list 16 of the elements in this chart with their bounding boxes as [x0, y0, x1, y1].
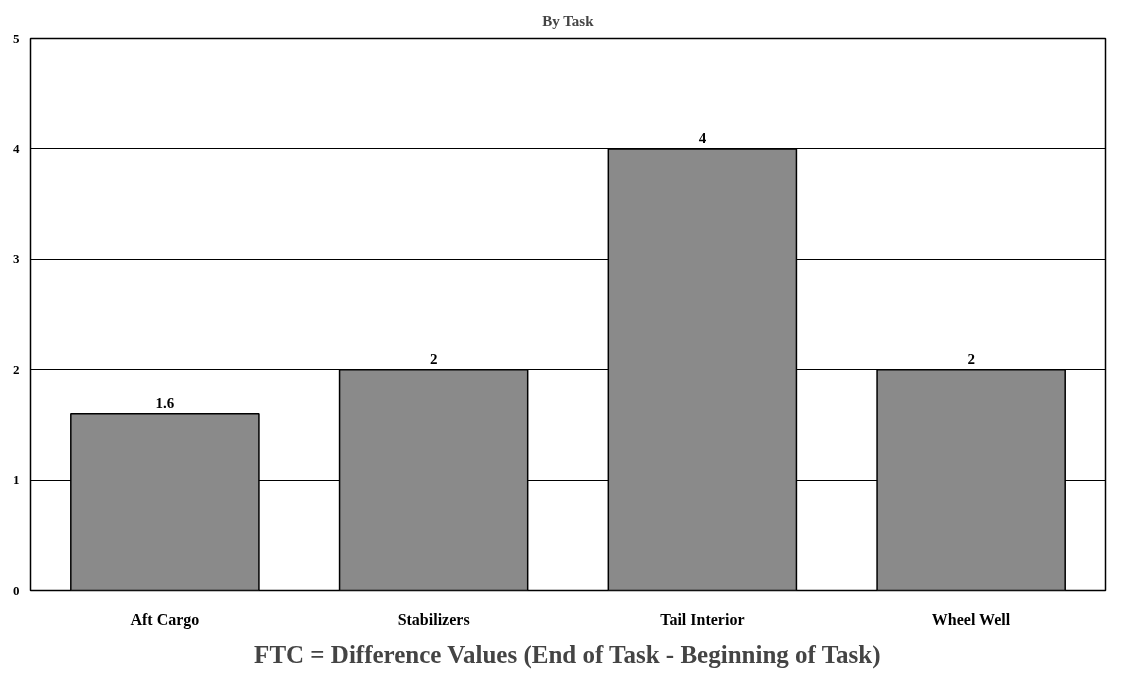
x-tick-label: Stabilizers [397, 610, 470, 628]
x-tick-label: Wheel Well [931, 610, 1011, 628]
x-tick-label: Tail Interior [660, 610, 745, 628]
y-tick-label: 1 [13, 472, 20, 488]
data-label: 2 [967, 350, 975, 367]
y-tick-label: 5 [13, 30, 20, 46]
y-tick-label: 3 [13, 251, 20, 267]
data-label: 2 [429, 350, 438, 367]
y-tick-label: 2 [13, 361, 20, 377]
data-label: 4 [698, 129, 707, 146]
chart-title: By Task [542, 12, 595, 29]
y-tick-label: 4 [13, 140, 20, 156]
data-label: 1.6 [155, 394, 175, 411]
y-tick-label: 0 [13, 582, 20, 598]
x-axis-title: FTC = Difference Values (End of Task - Beginning of Task) [254, 640, 881, 669]
x-tick-label: Aft Cargo [130, 610, 200, 629]
